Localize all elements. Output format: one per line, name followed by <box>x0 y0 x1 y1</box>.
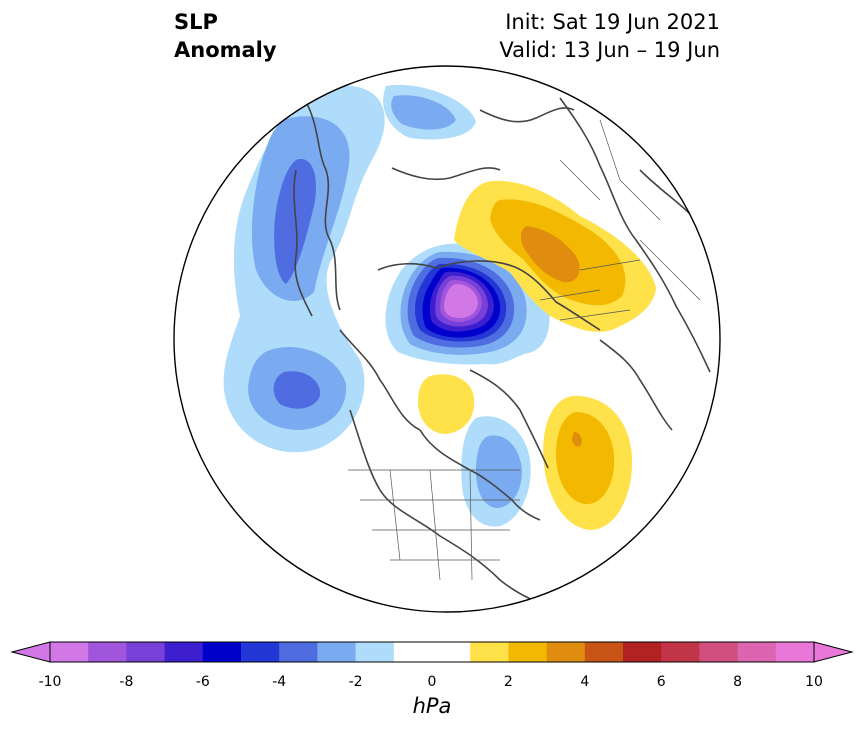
colorbar-tick-label: 0 <box>427 674 437 690</box>
colorbar-swatch <box>241 642 280 662</box>
colorbar <box>10 641 854 663</box>
valid-range: Valid: 13 Jun – 19 Jun <box>499 38 720 62</box>
coastlines <box>293 91 719 611</box>
colorbar-swatch <box>317 642 357 662</box>
colorbar-swatch <box>775 642 815 662</box>
colorbar-swatch <box>737 642 777 662</box>
northeast-america-negative-anomaly <box>461 416 531 527</box>
colorbar-tick-label: 6 <box>656 674 666 690</box>
colorbar-swatches <box>50 642 815 662</box>
colorbar-tick-label: 2 <box>503 674 513 690</box>
colorbar-swatch <box>661 642 700 662</box>
colorbar-tick-label: 8 <box>733 674 743 690</box>
colorbar-swatch <box>546 642 586 662</box>
colorbar-tick-label: 4 <box>580 674 590 690</box>
colorbar-over-outline <box>813 641 854 663</box>
colorbar-swatch <box>164 642 204 662</box>
title-variable: SLP Anomaly <box>174 8 277 64</box>
colorbar-swatch <box>584 642 624 662</box>
colorbar-tick-label: -10 <box>38 674 62 690</box>
polar-map <box>173 65 721 613</box>
colorbar-swatch <box>279 642 318 662</box>
colorbar-swatch <box>623 642 662 662</box>
colorbar-tick-label: -6 <box>195 674 210 690</box>
title-dates: Init: Sat 19 Jun 2021 Valid: 13 Jun – 19… <box>499 8 720 64</box>
borders <box>348 119 701 581</box>
colorbar-swatch <box>508 642 548 662</box>
colorbar-swatch <box>470 642 509 662</box>
pacific-negative-anomaly <box>223 84 476 453</box>
colorbar-swatch <box>202 642 242 662</box>
colorbar-swatch <box>393 642 433 662</box>
colorbar-tick-label: -2 <box>348 674 363 690</box>
colorbar-swatch <box>699 642 739 662</box>
colorbar-tick-label: -8 <box>119 674 134 690</box>
colorbar-swatch <box>432 642 471 662</box>
colorbar-under-arrow <box>12 642 50 662</box>
north-atlantic-positive-anomaly <box>543 395 632 530</box>
colorbar-swatch <box>355 642 395 662</box>
colorbar-tick-label: 10 <box>805 674 823 690</box>
colorbar-swatch <box>88 642 127 662</box>
hudson-bay-positive-anomaly <box>418 374 475 434</box>
colorbar-under-outline <box>10 641 51 663</box>
init-date: Init: Sat 19 Jun 2021 <box>505 10 720 34</box>
title-line-1: SLP <box>174 10 218 34</box>
title-line-2: Anomaly <box>174 38 277 62</box>
colorbar-swatch <box>126 642 166 662</box>
colorbar-over-arrow <box>814 642 852 662</box>
colorbar-label: hPa <box>412 694 452 718</box>
map-boundary <box>173 65 721 613</box>
colorbar-swatch <box>50 642 89 662</box>
eurasia-positive-anomaly <box>454 180 656 332</box>
arctic-low-anomaly <box>385 243 550 365</box>
colorbar-tick-label: -4 <box>272 674 287 690</box>
